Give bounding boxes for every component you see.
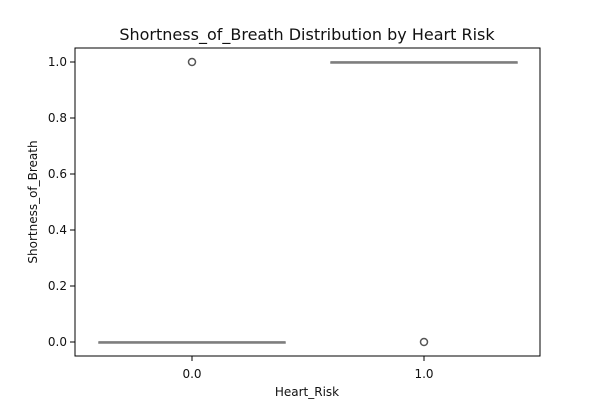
- x-tick-label: 0.0: [182, 367, 201, 381]
- y-tick-label: 1.0: [48, 55, 67, 69]
- x-axis-label: Heart_Risk: [275, 385, 339, 399]
- y-axis-label: Shortness_of_Breath: [26, 140, 40, 263]
- y-tick-label: 0.2: [48, 279, 67, 293]
- y-axis: 0.0 0.2 0.4 0.6 0.8 1.0: [48, 55, 75, 349]
- plot-frame: [74, 47, 541, 357]
- y-tick-label: 0.4: [48, 223, 67, 237]
- chart-title: Shortness_of_Breath Distribution by Hear…: [119, 25, 495, 45]
- box-outlier: [419, 337, 429, 347]
- y-tick-label: 0.6: [48, 167, 67, 181]
- x-tick-label: 1.0: [414, 367, 433, 381]
- y-tick-label: 0.8: [48, 111, 67, 125]
- y-tick-label: 0.0: [48, 335, 67, 349]
- box-outlier: [187, 57, 197, 67]
- x-axis: 0.0 1.0: [182, 356, 434, 381]
- boxes: [98, 57, 518, 347]
